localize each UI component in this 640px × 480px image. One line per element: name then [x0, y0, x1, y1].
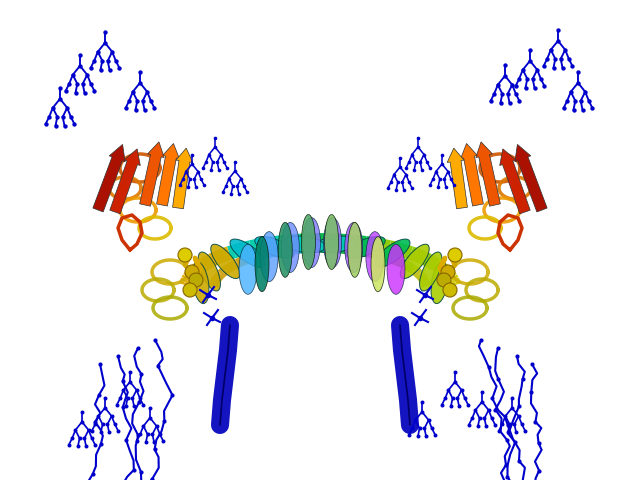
Ellipse shape	[284, 236, 325, 253]
FancyArrow shape	[447, 148, 467, 209]
Ellipse shape	[375, 239, 410, 267]
Ellipse shape	[260, 232, 278, 282]
FancyArrow shape	[476, 142, 500, 206]
Ellipse shape	[278, 222, 292, 277]
Circle shape	[443, 283, 457, 297]
Ellipse shape	[239, 244, 257, 294]
FancyArrow shape	[93, 144, 125, 212]
Ellipse shape	[346, 237, 385, 258]
FancyArrow shape	[461, 144, 483, 206]
FancyArrow shape	[110, 149, 140, 214]
FancyArrow shape	[515, 144, 547, 212]
Ellipse shape	[345, 222, 363, 273]
Ellipse shape	[420, 252, 442, 291]
Ellipse shape	[366, 232, 384, 282]
Ellipse shape	[303, 217, 321, 268]
Ellipse shape	[324, 217, 342, 268]
Ellipse shape	[192, 262, 209, 303]
Ellipse shape	[400, 244, 429, 278]
Ellipse shape	[301, 215, 316, 269]
Ellipse shape	[255, 237, 294, 258]
FancyArrow shape	[173, 148, 193, 209]
Ellipse shape	[230, 239, 265, 267]
Ellipse shape	[282, 222, 300, 273]
FancyArrow shape	[500, 149, 530, 214]
Ellipse shape	[371, 237, 385, 292]
FancyArrow shape	[157, 144, 179, 206]
Ellipse shape	[324, 215, 339, 269]
Circle shape	[441, 265, 455, 279]
Circle shape	[185, 265, 199, 279]
Circle shape	[189, 273, 203, 287]
Ellipse shape	[315, 236, 356, 253]
Circle shape	[437, 273, 451, 287]
Circle shape	[183, 283, 197, 297]
Ellipse shape	[198, 252, 220, 291]
Ellipse shape	[255, 237, 269, 292]
Circle shape	[178, 248, 192, 262]
Circle shape	[448, 248, 462, 262]
Ellipse shape	[348, 222, 362, 277]
Ellipse shape	[387, 244, 405, 294]
Ellipse shape	[211, 244, 240, 278]
FancyArrow shape	[140, 142, 164, 206]
Ellipse shape	[431, 262, 448, 303]
